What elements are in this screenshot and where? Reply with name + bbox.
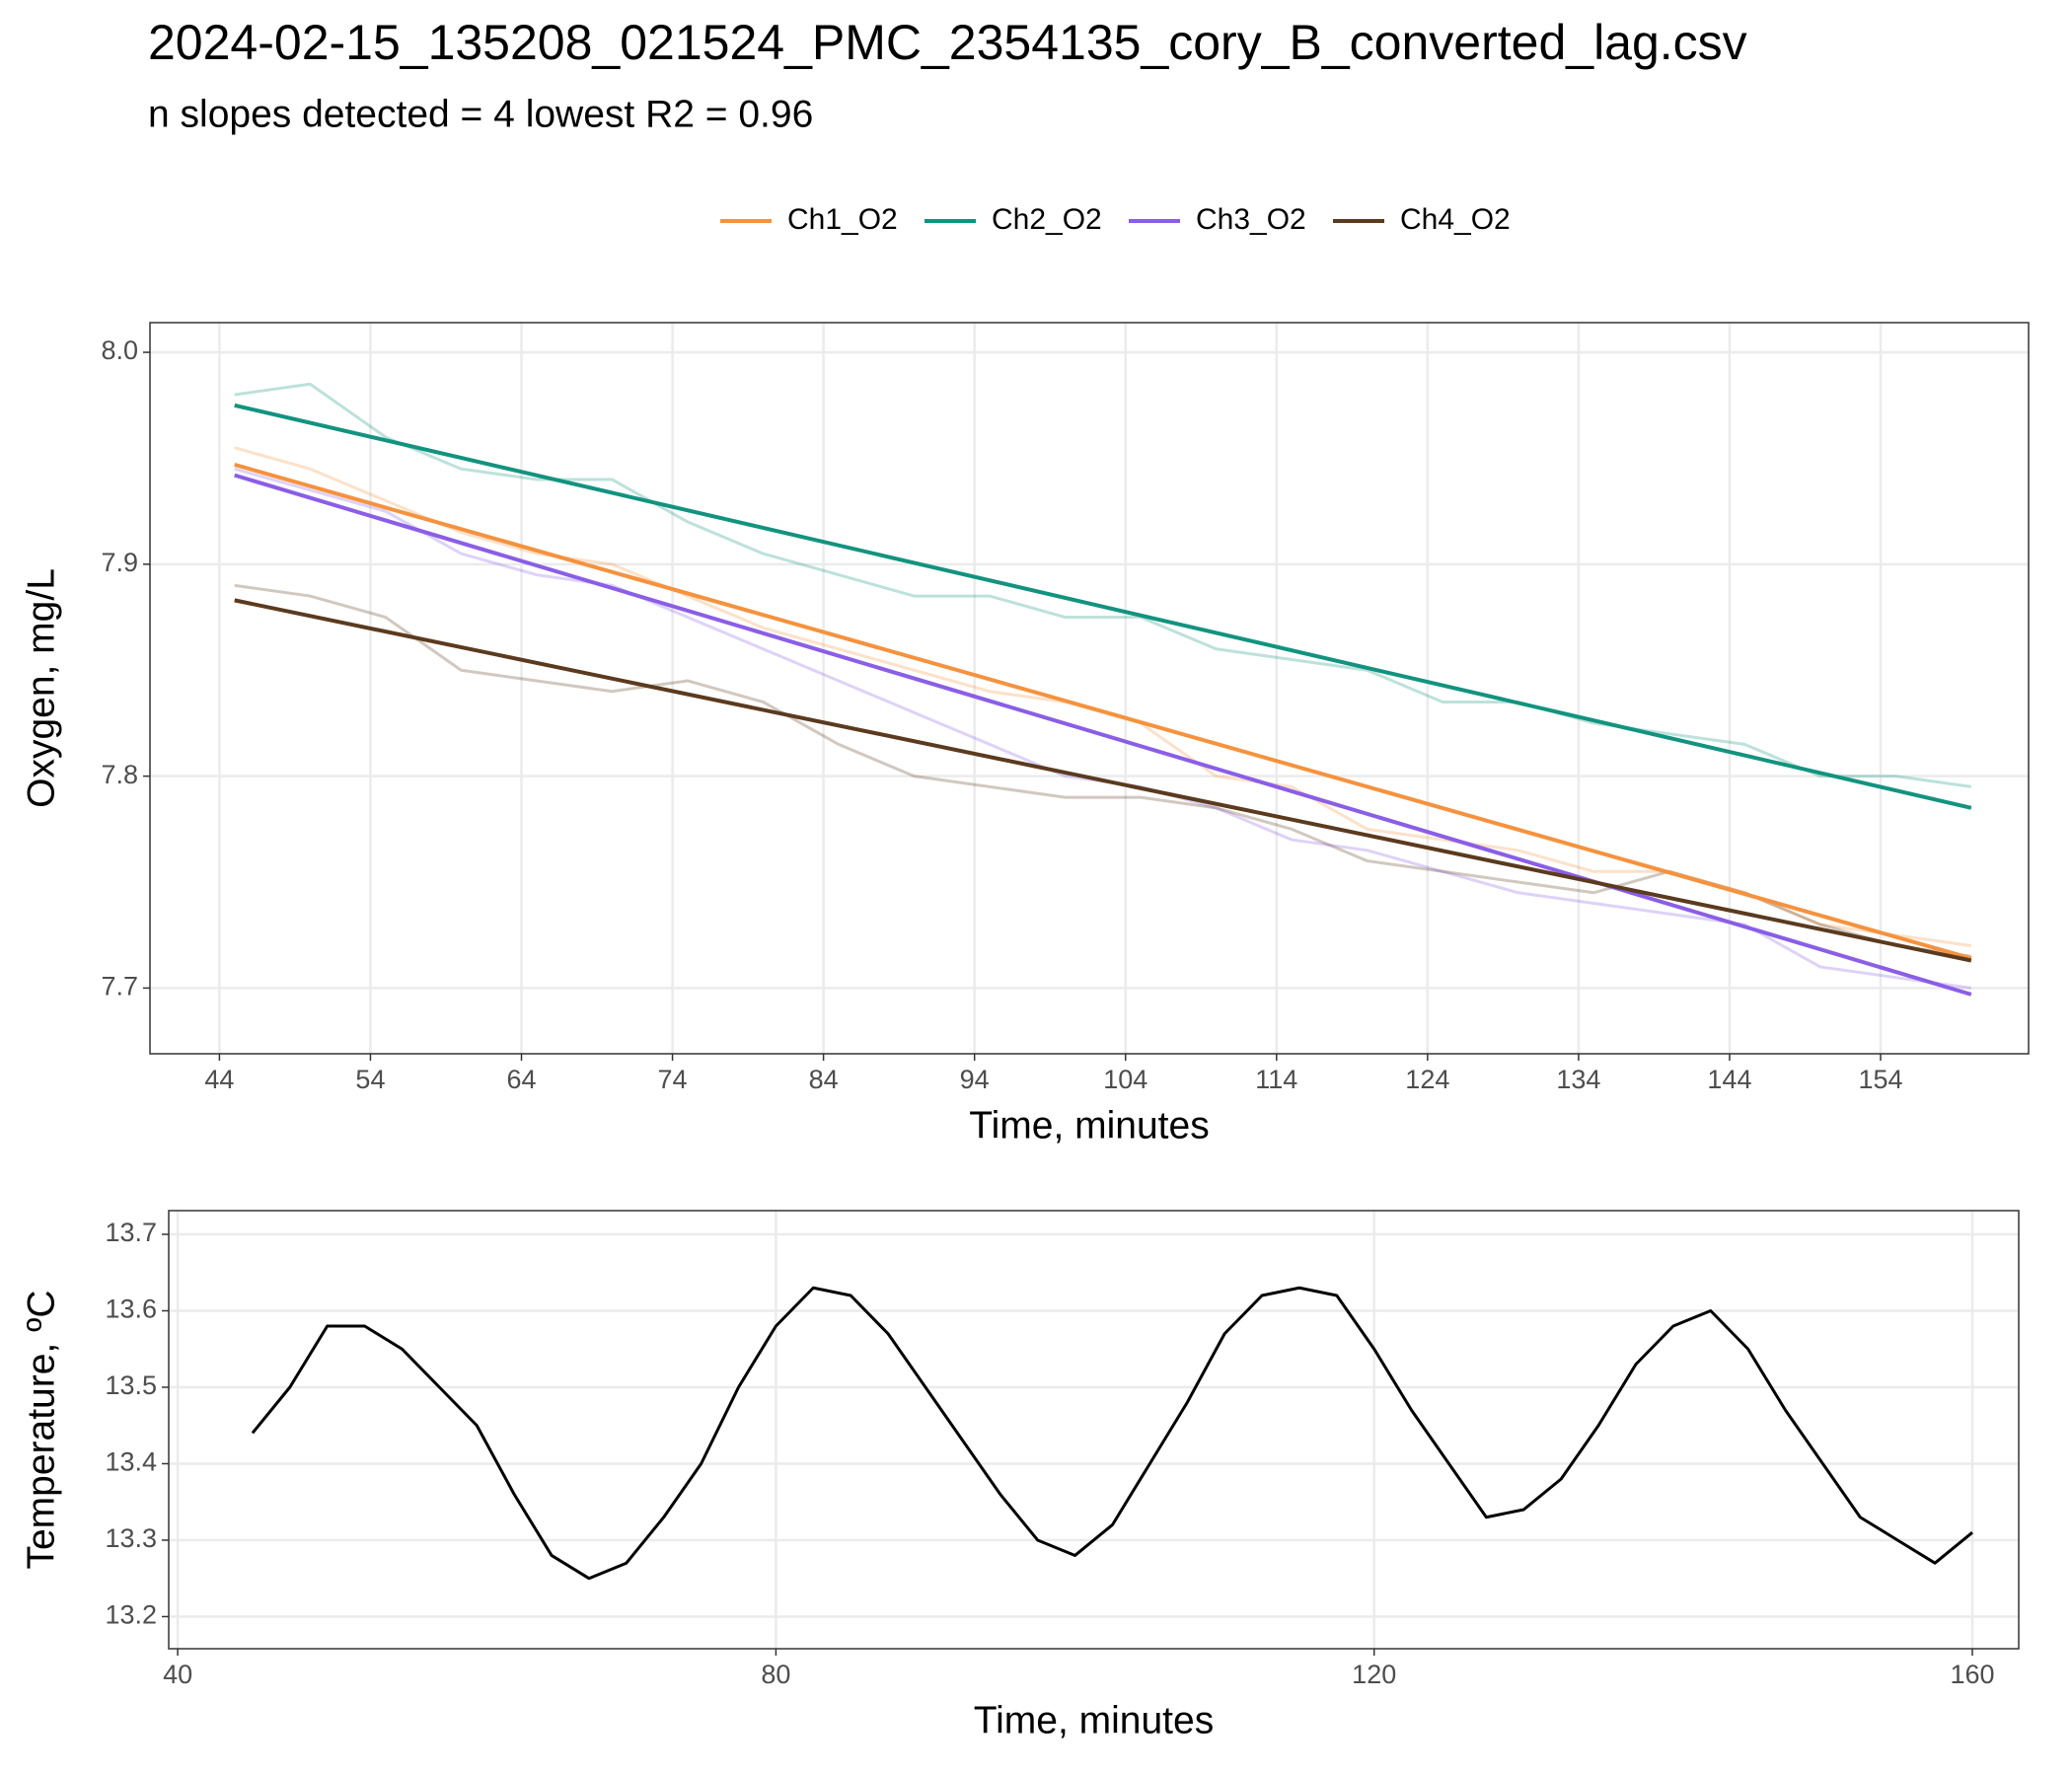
x-tick-label: 114 (1255, 1065, 1297, 1094)
x-tick-label: 134 (1556, 1065, 1600, 1094)
x-tick-label: 160 (1950, 1660, 1994, 1689)
legend-label: Ch1_O2 (787, 203, 898, 236)
raw-line (234, 382, 1972, 788)
plot-background (150, 323, 2029, 1054)
y-tick-label: 7.7 (101, 972, 138, 1001)
y-axis-label: Temperature, ºC (20, 1290, 62, 1569)
y-tick-label: 13.5 (105, 1370, 157, 1400)
x-tick-label: 64 (506, 1065, 536, 1094)
x-axis-label: Time, minutes (974, 1699, 1214, 1741)
legend-label: Ch4_O2 (1400, 203, 1511, 236)
legend-label: Ch3_O2 (1196, 203, 1306, 236)
x-axis-label: Time, minutes (969, 1104, 1209, 1147)
y-tick-label: 13.7 (105, 1218, 157, 1247)
x-tick-label: 144 (1707, 1065, 1751, 1094)
x-tick-label: 124 (1405, 1065, 1449, 1094)
plot-border (168, 1210, 2020, 1650)
chart-subtitle: n slopes detected = 4 lowest R2 = 0.96 (148, 93, 813, 135)
x-tick-label: 54 (355, 1065, 385, 1094)
y-tick-label: 13.4 (105, 1447, 157, 1477)
fit-line (234, 462, 1972, 961)
y-tick-label: 13.6 (105, 1295, 157, 1324)
fit-line (234, 403, 1972, 810)
y-tick-label: 7.9 (101, 548, 138, 577)
fit-line (234, 473, 1972, 997)
legend-label: Ch2_O2 (992, 203, 1102, 236)
x-tick-label: 104 (1103, 1065, 1147, 1094)
y-tick-label: 13.3 (105, 1523, 157, 1553)
x-tick-label: 80 (761, 1660, 790, 1689)
fit-line (234, 598, 1972, 963)
x-tick-label: 120 (1352, 1660, 1396, 1689)
x-tick-label: 84 (809, 1065, 839, 1094)
x-tick-label: 40 (163, 1660, 192, 1689)
plot-border (149, 322, 2030, 1055)
x-tick-label: 94 (960, 1065, 990, 1094)
y-axis-label: Oxygen, mg/L (20, 568, 62, 808)
x-tick-label: 154 (1858, 1065, 1902, 1094)
y-tick-label: 7.8 (101, 760, 138, 789)
plot-background (169, 1211, 2019, 1649)
data-line (251, 1286, 1973, 1581)
chart-title: 2024-02-15_135208_021524_PMC_2354135_cor… (148, 15, 1747, 70)
x-tick-label: 74 (658, 1065, 688, 1094)
y-tick-label: 8.0 (101, 335, 138, 365)
x-tick-label: 44 (204, 1065, 234, 1094)
y-tick-label: 13.2 (105, 1600, 157, 1630)
